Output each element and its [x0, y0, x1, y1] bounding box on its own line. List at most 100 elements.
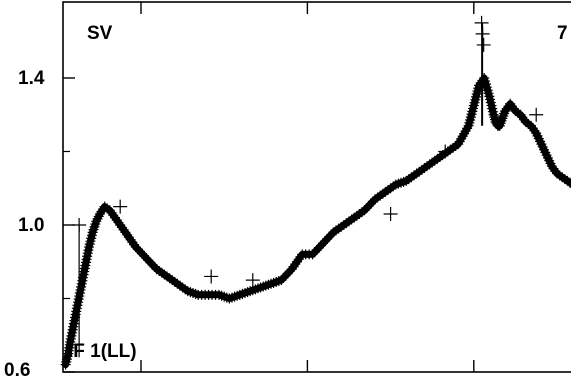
- series-point: [432, 153, 443, 164]
- outlier-point-4: [383, 206, 398, 221]
- series-point: [98, 204, 109, 215]
- series-point: [357, 207, 367, 218]
- series-point: [519, 114, 530, 125]
- outlier-point-1: [113, 199, 128, 214]
- series-point: [359, 205, 370, 216]
- series-point: [255, 282, 266, 293]
- series-point: [422, 161, 432, 172]
- series-point: [328, 227, 339, 238]
- series-point: [363, 200, 374, 211]
- outlier-point-7: [475, 26, 490, 41]
- series-point: [489, 114, 500, 125]
- series-point: [137, 248, 148, 259]
- series-point: [245, 286, 256, 297]
- series-point: [396, 177, 406, 188]
- series-point: [513, 107, 523, 118]
- series-point: [398, 176, 409, 187]
- series-point: [459, 128, 470, 139]
- series-point: [260, 280, 271, 291]
- series-point: [495, 118, 506, 129]
- series-point: [154, 265, 165, 276]
- series-point: [263, 279, 274, 290]
- series-point: [278, 272, 289, 283]
- series-point: [102, 203, 113, 214]
- series-line-group: [62, 22, 571, 369]
- series-point: [229, 291, 240, 302]
- outlier-point-9: [529, 107, 544, 122]
- series-point: [234, 289, 245, 300]
- series-point: [318, 238, 328, 249]
- series-point: [354, 208, 365, 219]
- series-point: [529, 125, 540, 136]
- series-point: [550, 166, 561, 177]
- series-point: [388, 181, 399, 192]
- series-point: [416, 164, 427, 175]
- source-label: SV: [87, 23, 113, 44]
- series-point: [320, 236, 331, 247]
- series-point: [498, 110, 509, 121]
- series-point: [141, 253, 152, 264]
- series-point: [164, 273, 175, 284]
- data-markers: [60, 15, 571, 370]
- outlier-point-5: [438, 144, 453, 159]
- series-point: [497, 113, 508, 124]
- series-point: [411, 168, 422, 179]
- series-point: [454, 136, 465, 147]
- outlier-point-3: [245, 273, 260, 288]
- series-point: [372, 192, 383, 203]
- plot-frame: [62, 1, 571, 373]
- series-point: [313, 242, 324, 253]
- series-point: [361, 203, 372, 214]
- series-point: [499, 108, 510, 119]
- axis-ticks: [63, 2, 475, 373]
- series-point: [188, 287, 198, 298]
- y-tick-label-1: 1.0: [18, 215, 44, 236]
- series-point: [159, 269, 170, 280]
- series-point: [326, 229, 337, 240]
- series-point: [307, 249, 318, 260]
- outlier-point-2: [204, 269, 219, 284]
- series-point: [435, 152, 445, 163]
- series-point: [406, 172, 417, 183]
- series-point: [224, 293, 235, 304]
- series-point: [237, 288, 248, 299]
- series-point: [139, 250, 150, 261]
- series-point: [409, 170, 419, 181]
- series-point: [344, 216, 354, 227]
- series-point: [427, 157, 438, 168]
- series-point: [282, 268, 293, 279]
- series-point: [462, 123, 473, 134]
- series-point: [349, 212, 360, 223]
- series-point: [383, 185, 393, 196]
- series-point: [253, 283, 263, 294]
- series-point: [333, 223, 344, 234]
- series-point: [523, 118, 534, 129]
- series-point: [190, 288, 201, 299]
- outlier-point-6: [474, 15, 489, 30]
- series-point: [380, 186, 391, 197]
- series-point: [510, 106, 521, 117]
- series-point: [280, 270, 291, 281]
- series-point: [557, 172, 568, 183]
- series-point: [336, 221, 347, 232]
- series-point: [276, 275, 287, 286]
- series-point: [403, 174, 414, 185]
- series-point: [419, 163, 430, 174]
- y-tick-labels: 0.6 1.0 1.4: [4, 68, 45, 381]
- y-tick-label-2: 1.4: [18, 68, 45, 89]
- series-point: [219, 291, 230, 302]
- series-point: [92, 213, 103, 224]
- series-point: [488, 109, 499, 120]
- series-point: [489, 112, 500, 123]
- series-point: [554, 170, 565, 181]
- series-point: [145, 257, 156, 268]
- series-point: [494, 120, 505, 131]
- series-point: [169, 276, 180, 287]
- series-point: [338, 220, 349, 230]
- series-point: [271, 276, 282, 287]
- series-point: [429, 155, 440, 166]
- series-point: [496, 115, 507, 126]
- series-point: [130, 242, 141, 253]
- series-point: [377, 188, 388, 199]
- series-point: [185, 287, 196, 298]
